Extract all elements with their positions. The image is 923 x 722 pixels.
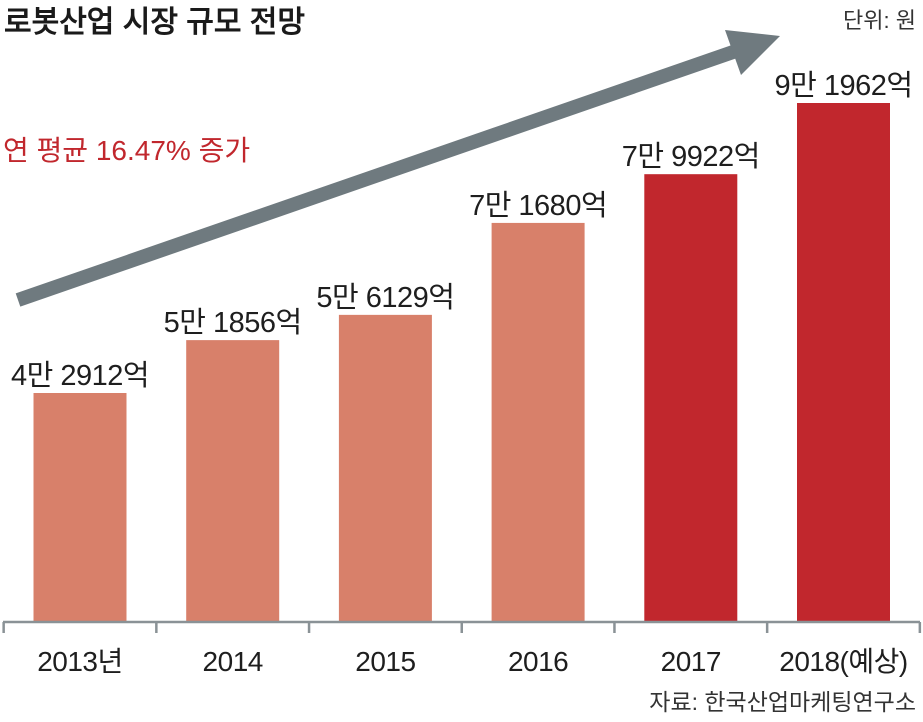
bar (338, 314, 432, 622)
bar-value-label: 7만 1680억 (469, 190, 607, 222)
x-tick-label: 2016 (508, 646, 568, 677)
trend-arrow (15, 30, 780, 307)
trend-arrow-head (725, 30, 780, 75)
x-tick-label: 2018(예상) (779, 646, 907, 677)
x-axis-labels: 2013년 2014 2015 2016 2017 2018(예상) (37, 646, 908, 677)
bar (33, 393, 127, 622)
x-tick-label: 2013년 (37, 646, 123, 677)
unit-label: 단위: 원 (843, 8, 916, 33)
growth-annotation: 연 평균 16.47% 증가 (3, 135, 250, 166)
bar-value-label: 7만 9922억 (622, 141, 760, 173)
source-note: 자료: 한국산업마케팅연구소 (649, 689, 916, 715)
bar (797, 103, 890, 622)
x-tick-label: 2014 (203, 646, 263, 677)
bar-value-label: 5만 1856억 (164, 307, 302, 339)
bar-value-label: 4만 2912억 (11, 360, 149, 392)
bar (186, 340, 280, 622)
bar-value-label: 9만 1962억 (774, 70, 912, 102)
x-axis-ticks (2, 622, 922, 633)
x-tick-label: 2015 (355, 646, 415, 677)
data-label-group: 4만 2912억 5만 1856억 5만 6129억 7만 1680억 7만 9922억… (11, 70, 913, 392)
x-tick-label: 2017 (661, 646, 721, 677)
bar (491, 222, 585, 622)
bar-group (33, 103, 890, 622)
bar (644, 174, 738, 622)
chart-title: 로봇산업 시장 규모 전망 (4, 6, 305, 39)
trend-arrow-shaft (15, 44, 739, 307)
bar-value-label: 5만 6129억 (316, 282, 454, 314)
